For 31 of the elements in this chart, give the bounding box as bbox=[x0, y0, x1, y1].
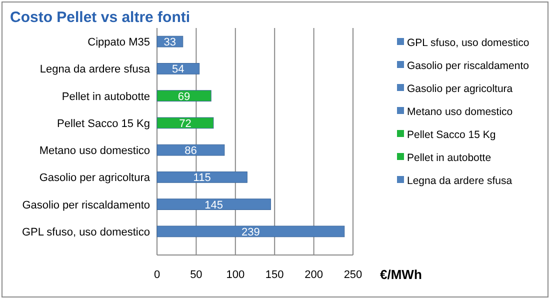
x-axis-title: €/MWh bbox=[380, 267, 422, 282]
chart-title: Costo Pellet vs altre fonti bbox=[10, 9, 190, 26]
y-tick-label: Legna da ardere sfusa bbox=[40, 64, 151, 76]
y-tick-label: Cippato M35 bbox=[88, 36, 150, 49]
y-tick-label: Pellet in autobotte bbox=[62, 90, 150, 103]
data-label: 115 bbox=[193, 172, 211, 184]
x-tick-label: 250 bbox=[344, 269, 362, 281]
x-tick-label: 100 bbox=[226, 269, 245, 281]
y-tick-label: Pellet Sacco 15 Kg bbox=[57, 118, 150, 130]
legend-label: GPL sfuso, uso domestico bbox=[407, 37, 530, 49]
y-tick-label: Gasolio per riscaldamento bbox=[22, 199, 150, 212]
x-tick-label: 150 bbox=[265, 269, 284, 281]
legend-label: Legna da ardere sfusa bbox=[407, 175, 512, 187]
data-label: 54 bbox=[172, 64, 184, 76]
data-label: 33 bbox=[164, 36, 176, 49]
x-tick-label: 50 bbox=[190, 269, 202, 281]
legend-label: Gasolio per riscaldamento bbox=[407, 60, 530, 72]
x-tick-label: 200 bbox=[304, 269, 323, 281]
data-label: 72 bbox=[179, 118, 192, 130]
y-tick-label: Metano uso domestico bbox=[39, 145, 150, 158]
data-label: 145 bbox=[204, 199, 224, 212]
y-tick-label: GPL sfuso, uso domestico bbox=[22, 226, 150, 238]
x-tick-label: 0 bbox=[154, 269, 160, 281]
data-label: 69 bbox=[178, 90, 190, 103]
legend-label: Metano uso domestico bbox=[407, 106, 513, 118]
legend-label: Pellet Sacco 15 Kg bbox=[407, 129, 496, 141]
legend-label: Gasolio per agricoltura bbox=[407, 83, 513, 95]
legend-label: Pellet in autobotte bbox=[407, 152, 492, 164]
data-label: 86 bbox=[184, 145, 197, 158]
y-tick-label: Gasolio per agricoltura bbox=[39, 172, 151, 184]
data-label: 239 bbox=[242, 226, 260, 238]
